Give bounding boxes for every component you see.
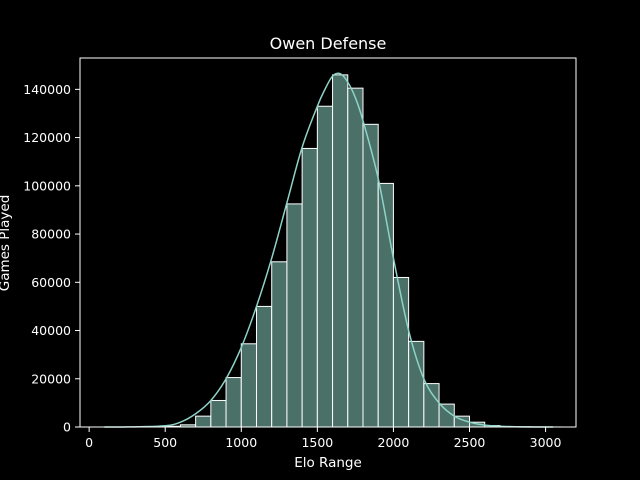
bar-6 [195,415,212,428]
x-tick-label: 3000 [530,435,562,450]
y-tick-label: 80000 [31,227,71,242]
y-tick-label: 60000 [31,275,71,290]
x-tick-label: 0 [85,435,93,450]
bar-16 [347,87,364,428]
y-tick-label: 40000 [31,323,71,338]
y-axis-ticks: 0 20000 40000 60000 80000 100000 120000 140000 [23,82,80,435]
bar-9 [240,343,257,428]
y-axis-label: Games Played [0,195,13,292]
bar-10 [255,305,273,428]
axes [79,57,577,428]
x-tick-label: 1500 [301,435,333,450]
bar-12 [286,203,303,428]
x-tick-label: 2000 [378,435,410,450]
bar-19 [392,276,410,428]
bar-11 [271,261,288,428]
x-tick-label: 500 [153,435,177,450]
bar-14 [316,105,334,428]
bar-8 [225,377,242,428]
chart-title: Owen Defense [270,34,387,53]
y-tick-label: 100000 [23,178,71,193]
bar-15 [332,74,349,428]
x-tick-label: 2500 [454,435,486,450]
y-tick-label: 20000 [31,371,71,386]
bar-21 [423,383,440,428]
kde-line [104,72,554,428]
bar-7 [210,399,227,428]
x-axis-ticks: 0 500 1000 1500 2000 2500 3000 [85,427,562,450]
plot-frame [79,57,577,428]
kde-curve-layer [104,72,554,428]
x-axis-label: Elo Range [294,455,362,471]
histogram-bars [134,74,562,428]
x-tick-label: 1000 [225,435,257,450]
bar-20 [408,340,425,428]
y-tick-label: 0 [63,420,71,435]
y-tick-label: 120000 [23,130,71,145]
bar-13 [301,147,318,428]
y-tick-label: 140000 [23,82,71,97]
